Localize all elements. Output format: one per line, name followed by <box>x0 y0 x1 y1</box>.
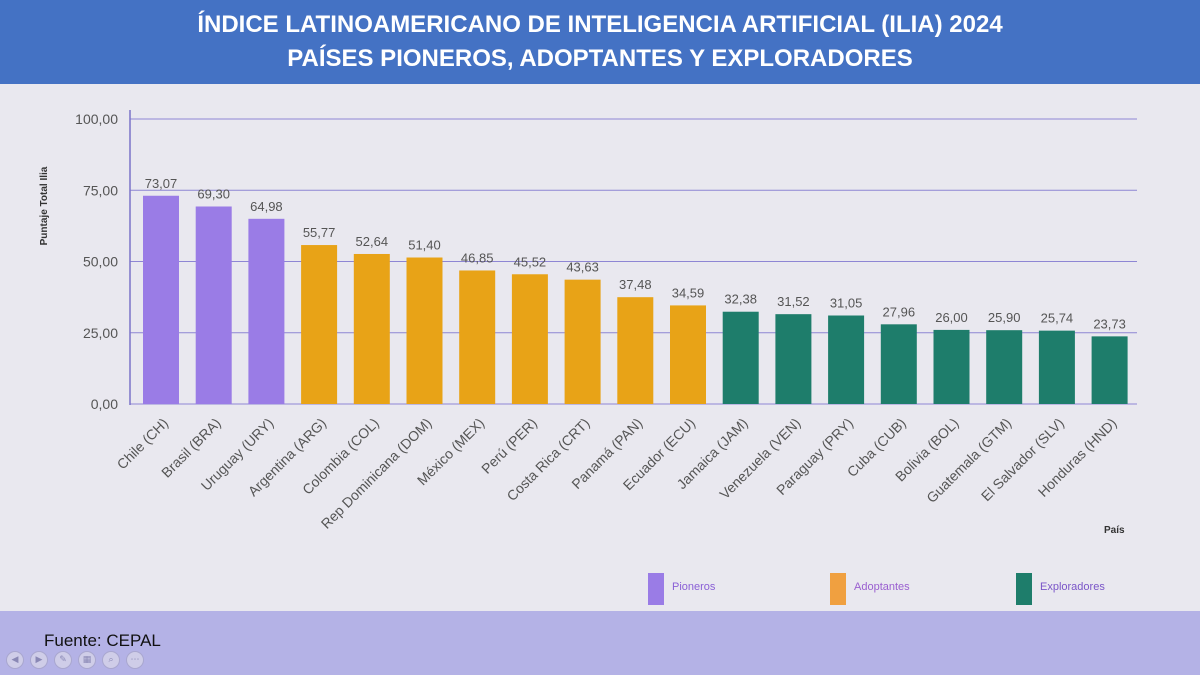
slides-grid-icon[interactable]: ▦ <box>78 651 96 669</box>
chart-title: ÍNDICE LATINOAMERICANO DE INTELIGENCIA A… <box>197 11 1003 38</box>
bar <box>406 257 443 404</box>
bars <box>143 195 1128 404</box>
bar <box>933 329 970 404</box>
data-label: 26,00 <box>935 310 968 325</box>
data-label: 69,30 <box>197 186 230 201</box>
y-tick-label: 0,00 <box>91 396 118 412</box>
next-slide-icon[interactable]: ▶ <box>30 651 48 669</box>
data-label: 64,98 <box>250 199 283 214</box>
data-label: 32,38 <box>724 292 757 307</box>
bar <box>248 218 285 404</box>
more-options-icon[interactable]: ⋯ <box>126 651 144 669</box>
bar <box>459 270 496 404</box>
legend-label: Adoptantes <box>854 581 910 593</box>
y-tick-labels: 0,00 25,00 50,00 75,00 100,00 <box>75 111 118 412</box>
pen-icon[interactable]: ✎ <box>54 651 72 669</box>
data-label: 43,63 <box>566 260 599 275</box>
category-labels: Chile (CH)Brasil (BRA)Uruguay (URY)Argen… <box>114 415 1120 532</box>
bar <box>828 315 865 404</box>
footer-bar: Fuente: CEPAL ◀ ▶ ✎ ▦ ⌕ ⋯ <box>0 611 1200 675</box>
bar <box>143 195 179 404</box>
legend-swatch <box>1016 573 1032 605</box>
bar <box>986 330 1023 404</box>
y-tick-label: 25,00 <box>83 325 118 341</box>
previous-slide-icon[interactable]: ◀ <box>6 651 24 669</box>
bar <box>511 274 548 404</box>
y-tick-label: 50,00 <box>83 254 118 270</box>
data-label: 73,07 <box>145 176 178 191</box>
data-label: 55,77 <box>303 225 336 240</box>
bar <box>564 279 601 404</box>
chart-subtitle: PAÍSES PIONEROS, ADOPTANTES Y EXPLORADOR… <box>287 45 913 72</box>
data-label: 34,59 <box>672 285 705 300</box>
data-label: 25,74 <box>1041 311 1074 326</box>
data-label: 46,85 <box>461 250 494 265</box>
x-axis-title: País <box>1104 525 1125 536</box>
data-label: 27,96 <box>883 304 916 319</box>
data-label: 52,64 <box>356 234 389 249</box>
bar <box>775 314 812 404</box>
slideshow-controls: ◀ ▶ ✎ ▦ ⌕ ⋯ <box>6 651 144 669</box>
bar <box>1038 330 1075 404</box>
bar <box>195 206 232 404</box>
bar <box>880 324 917 404</box>
bar <box>722 311 759 404</box>
zoom-icon[interactable]: ⌕ <box>102 651 120 669</box>
source-note: Fuente: CEPAL <box>44 631 161 650</box>
legend-swatch <box>648 573 664 605</box>
title-banner: ÍNDICE LATINOAMERICANO DE INTELIGENCIA A… <box>0 0 1200 84</box>
y-tick-label: 100,00 <box>75 111 118 127</box>
data-label: 37,48 <box>619 277 652 292</box>
bar <box>301 245 338 404</box>
legend-swatch <box>830 573 846 605</box>
data-label: 51,40 <box>408 238 441 253</box>
data-label: 31,05 <box>830 296 863 311</box>
y-axis-title: Puntaje Total Ilia <box>39 166 50 245</box>
legend: Pioneros Adoptantes Exploradores <box>648 573 1105 605</box>
bar <box>670 305 706 404</box>
legend-label: Exploradores <box>1040 581 1105 593</box>
value-labels: 73,07 69,30 64,98 55,77 52,64 51,40 46,85 45,52… <box>145 176 1126 332</box>
data-label: 25,90 <box>988 310 1021 325</box>
data-label: 45,52 <box>514 254 547 269</box>
bar <box>617 297 654 404</box>
bar <box>1091 336 1128 404</box>
legend-label: Pioneros <box>672 581 716 593</box>
bar <box>353 253 390 404</box>
bar-chart: 0,00 25,00 50,00 75,00 100,00 73,07 69,30 64,9… <box>39 110 1137 605</box>
y-tick-label: 75,00 <box>83 182 118 198</box>
data-label: 31,52 <box>777 294 810 309</box>
data-label: 23,73 <box>1093 316 1126 331</box>
